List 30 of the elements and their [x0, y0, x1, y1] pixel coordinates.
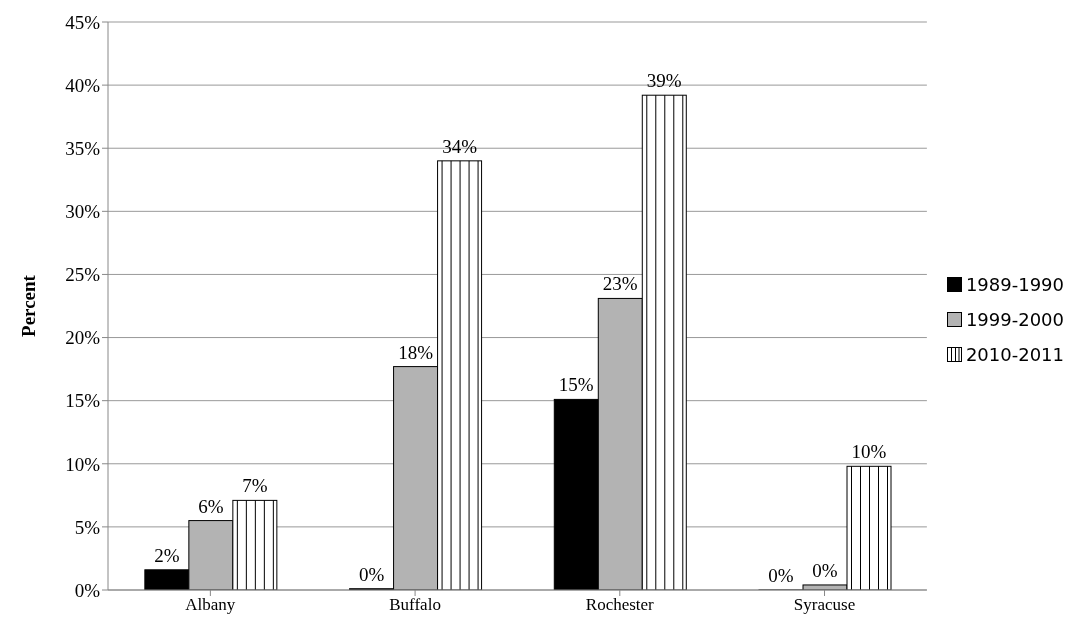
data-label: 0% [768, 564, 794, 586]
legend-label: 1999-2000 [965, 308, 1064, 330]
y-tick-label: 20% [65, 327, 101, 349]
data-label: 7% [242, 475, 268, 497]
y-axis-title: Percent [17, 274, 39, 337]
data-label: 23% [602, 273, 638, 295]
y-tick-label: 45% [65, 11, 101, 33]
x-tick-label: Rochester [585, 595, 655, 615]
data-label: 0% [358, 563, 385, 585]
x-tick-label: Buffalo [389, 595, 441, 615]
y-tick-label: 25% [65, 264, 101, 286]
data-label: 2% [154, 544, 180, 566]
legend-label: 2010-2011 [965, 343, 1064, 365]
data-label: 0% [812, 559, 838, 581]
data-label: 39% [646, 70, 682, 92]
data-label: 34% [442, 135, 478, 157]
data-label: 6% [198, 495, 224, 517]
data-label: 18% [398, 341, 434, 363]
x-tick-label: Syracuse [793, 595, 856, 615]
y-tick-label: 10% [65, 453, 101, 475]
y-tick-label: 5% [74, 516, 101, 538]
data-label: 15% [558, 374, 594, 396]
y-tick-label: 15% [65, 390, 101, 412]
y-tick-label: 35% [65, 137, 101, 159]
y-tick-label: 40% [65, 74, 101, 96]
y-tick-label: 30% [65, 201, 101, 223]
legend-label: 1989-1990 [965, 273, 1064, 295]
y-tick-label: 0% [74, 579, 101, 601]
x-tick-label: Albany [185, 595, 236, 615]
data-label: 10% [851, 441, 887, 463]
